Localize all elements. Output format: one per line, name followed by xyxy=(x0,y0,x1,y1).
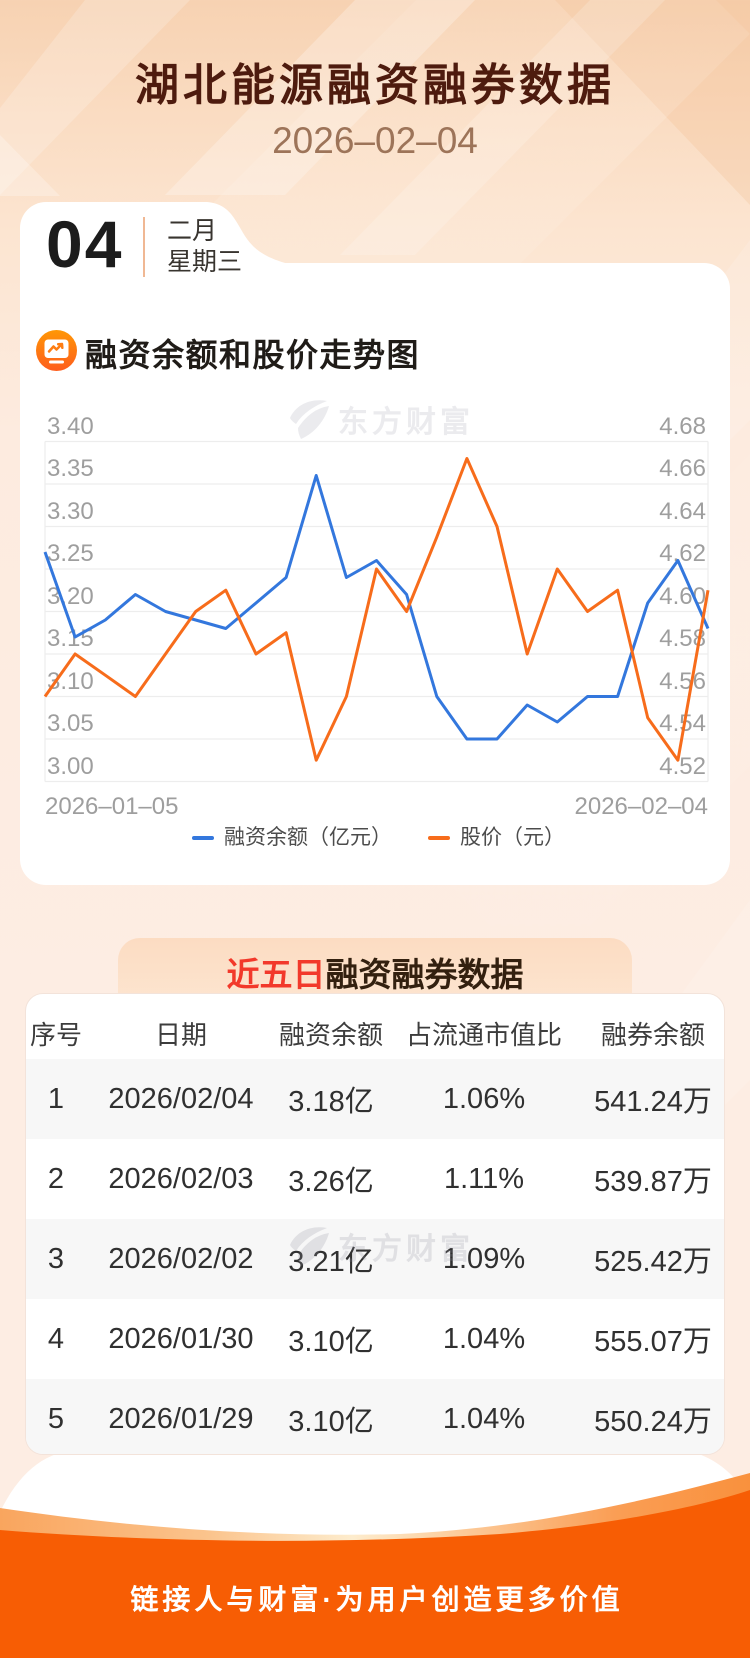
svg-text:2026–01–05: 2026–01–05 xyxy=(45,793,178,820)
svg-text:4.68: 4.68 xyxy=(659,415,706,440)
svg-text:2026–02–04: 2026–02–04 xyxy=(575,793,708,820)
svg-text:3.35: 3.35 xyxy=(47,455,94,482)
svg-text:3.30: 3.30 xyxy=(47,498,94,525)
svg-text:4.62: 4.62 xyxy=(659,540,706,567)
svg-text:4.56: 4.56 xyxy=(659,668,706,695)
svg-text:3.20: 3.20 xyxy=(47,583,94,610)
svg-text:3.05: 3.05 xyxy=(47,710,94,737)
svg-text:4.52: 4.52 xyxy=(659,753,706,780)
svg-text:3.40: 3.40 xyxy=(47,415,94,440)
svg-text:4.64: 4.64 xyxy=(659,498,706,525)
svg-text:3.00: 3.00 xyxy=(47,753,94,780)
svg-text:3.25: 3.25 xyxy=(47,540,94,567)
svg-text:4.66: 4.66 xyxy=(659,455,706,482)
